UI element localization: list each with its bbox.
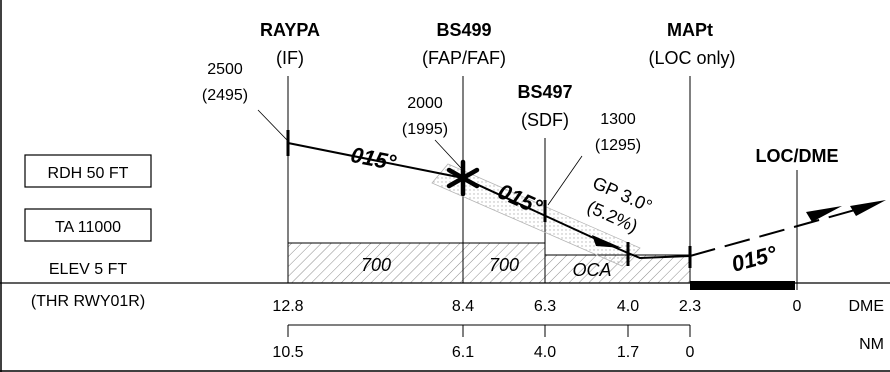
dme-scale-label: DME: [848, 298, 884, 315]
bs497-altitude-leader: [547, 155, 583, 206]
ta-label: TA 11000: [55, 219, 121, 236]
dme-tick-label: 12.8: [272, 298, 303, 315]
locdme-name: LOC/DME: [756, 146, 839, 166]
mapt-name: MAPt: [667, 20, 713, 40]
runway-segment: [690, 281, 795, 290]
threshold-label: (THR RWY01R): [31, 293, 145, 310]
raypa-altitude-leader: [257, 109, 288, 141]
bs499-altitude-leader: [434, 139, 462, 169]
raypa-role: (IF): [276, 48, 304, 68]
mapt-role: (LOC only): [648, 48, 735, 68]
missed-approach-path: [689, 209, 856, 257]
nm-tick-label: 0: [686, 344, 695, 361]
dme-tick-label: 8.4: [452, 298, 474, 315]
bs497-name: BS497: [517, 82, 572, 102]
bs499-role: (FAP/FAF): [422, 48, 506, 68]
nm-tick-label: 4.0: [534, 344, 556, 361]
missed-approach-arrowhead-2: [850, 200, 886, 216]
bs497-altitude: 1300: [600, 111, 636, 128]
bs499-height: (1995): [402, 121, 448, 138]
course-label-missed: 015°: [729, 241, 780, 277]
minimum-label-2: 700: [489, 255, 519, 275]
dme-tick-label: 4.0: [617, 298, 639, 315]
minimum-label-oca: OCA: [572, 260, 611, 280]
raypa-altitude: 2500: [207, 61, 243, 78]
descent-arrowhead: [592, 235, 622, 248]
bs497-height: (1295): [595, 137, 641, 154]
minimum-label-1: 700: [361, 255, 391, 275]
missed-approach-arrowhead-1: [806, 206, 842, 222]
course-label-initial: 015°: [349, 142, 399, 175]
nm-tick-label: 6.1: [452, 344, 474, 361]
dme-tick-label: 2.3: [679, 298, 701, 315]
ta-box: [24, 208, 152, 242]
raypa-height: (2495): [202, 87, 248, 104]
nm-tick-label: 1.7: [617, 344, 639, 361]
rdh-label: RDH 50 FT: [48, 165, 129, 182]
bs499-altitude: 2000: [407, 95, 443, 112]
elevation-label: ELEV 5 FT: [49, 261, 127, 278]
bs499-name: BS499: [436, 20, 491, 40]
rdh-box: [24, 154, 152, 188]
dme-tick-label: 0: [793, 298, 802, 315]
nm-scale-label: NM: [859, 336, 884, 353]
faf-star-icon: [446, 159, 480, 197]
bs497-role: (SDF): [521, 110, 569, 130]
dme-tick-label: 6.3: [534, 298, 556, 315]
glide-path-corridor: [431, 163, 641, 267]
nm-scale-ticks: [287, 324, 691, 337]
level-segment-to-mapt: [627, 252, 691, 260]
nm-tick-label: 10.5: [272, 344, 303, 361]
minimum-area-bs499-bs497: [462, 242, 546, 284]
raypa-name: RAYPA: [260, 20, 320, 40]
